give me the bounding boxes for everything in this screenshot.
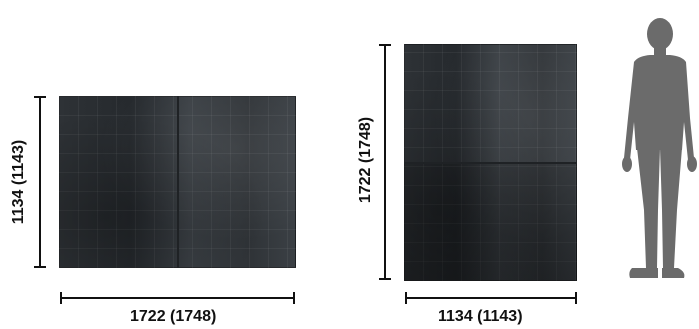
- panel-divider: [404, 162, 577, 164]
- solar-panel-portrait: [404, 44, 577, 281]
- landscape-width-tick-right: [293, 292, 295, 304]
- solar-panel-landscape: [59, 96, 296, 268]
- landscape-width-tick-left: [60, 292, 62, 304]
- portrait-height-tick-bottom: [379, 278, 391, 280]
- portrait-height-label: 1722 (1748): [357, 116, 374, 204]
- panel-divider: [177, 96, 179, 268]
- landscape-height-tick-top: [34, 96, 46, 98]
- landscape-height-label: 1134 (1143): [10, 139, 27, 225]
- portrait-width-label: 1134 (1143): [438, 308, 523, 325]
- landscape-width-label: 1722 (1748): [130, 308, 217, 325]
- portrait-width-dimension-line: [405, 297, 577, 299]
- person-silhouette-icon: [622, 18, 697, 278]
- portrait-width-tick-left: [405, 292, 407, 304]
- landscape-height-dimension-line: [39, 96, 41, 268]
- portrait-height-tick-top: [379, 44, 391, 46]
- portrait-height-dimension-line: [384, 44, 386, 280]
- landscape-width-dimension-line: [60, 297, 295, 299]
- landscape-height-tick-bottom: [34, 266, 46, 268]
- portrait-width-tick-right: [575, 292, 577, 304]
